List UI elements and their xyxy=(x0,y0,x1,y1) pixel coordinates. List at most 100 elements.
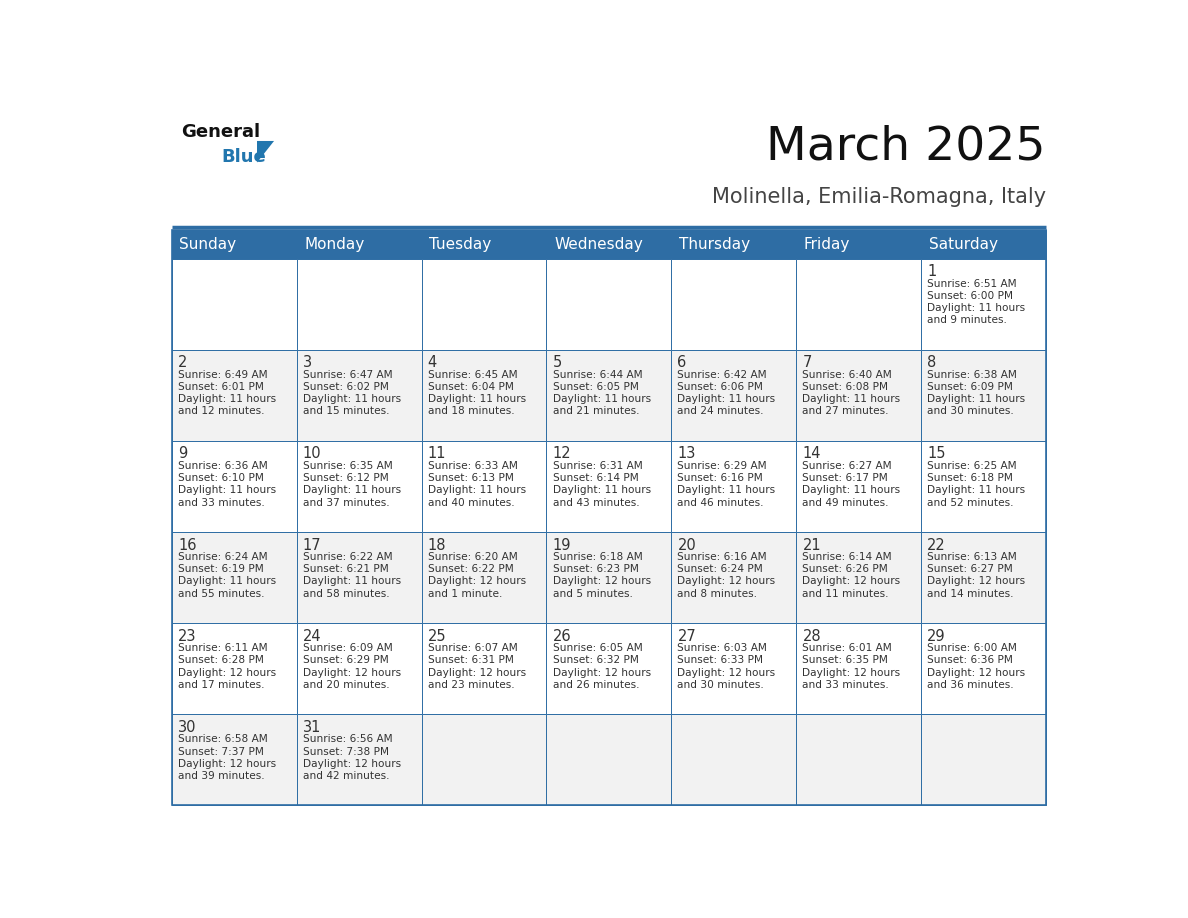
Text: Sunrise: 6:16 AM: Sunrise: 6:16 AM xyxy=(677,552,767,562)
Text: Sunset: 6:04 PM: Sunset: 6:04 PM xyxy=(428,382,513,392)
Bar xyxy=(796,714,921,805)
Text: Sunset: 6:31 PM: Sunset: 6:31 PM xyxy=(428,655,513,666)
Text: Daylight: 11 hours: Daylight: 11 hours xyxy=(552,394,651,404)
Text: 5: 5 xyxy=(552,355,562,370)
Text: Sunset: 6:13 PM: Sunset: 6:13 PM xyxy=(428,473,513,483)
Text: Daylight: 12 hours: Daylight: 12 hours xyxy=(677,577,776,587)
Bar xyxy=(921,259,1045,350)
Text: 29: 29 xyxy=(928,629,946,644)
Text: and 42 minutes.: and 42 minutes. xyxy=(303,771,390,781)
Text: Sunrise: 6:20 AM: Sunrise: 6:20 AM xyxy=(428,552,518,562)
Text: Daylight: 11 hours: Daylight: 11 hours xyxy=(928,303,1025,313)
Bar xyxy=(671,441,796,532)
Bar xyxy=(921,714,1045,805)
Text: Sunrise: 6:42 AM: Sunrise: 6:42 AM xyxy=(677,370,767,380)
Text: 8: 8 xyxy=(928,355,936,370)
Text: Sunrise: 6:03 AM: Sunrise: 6:03 AM xyxy=(677,644,767,654)
Text: March 2025: March 2025 xyxy=(766,124,1045,169)
Text: Daylight: 11 hours: Daylight: 11 hours xyxy=(552,486,651,496)
Bar xyxy=(297,230,422,259)
Text: Sunset: 6:01 PM: Sunset: 6:01 PM xyxy=(178,382,264,392)
Text: 27: 27 xyxy=(677,629,696,644)
Text: and 12 minutes.: and 12 minutes. xyxy=(178,407,265,417)
Text: Sunrise: 6:22 AM: Sunrise: 6:22 AM xyxy=(303,552,392,562)
Text: and 15 minutes.: and 15 minutes. xyxy=(303,407,390,417)
Bar xyxy=(172,350,297,441)
Text: Daylight: 11 hours: Daylight: 11 hours xyxy=(178,577,276,587)
Text: Sunday: Sunday xyxy=(179,237,236,252)
Text: 15: 15 xyxy=(928,446,946,462)
Text: and 37 minutes.: and 37 minutes. xyxy=(303,498,390,508)
Text: 19: 19 xyxy=(552,538,571,553)
Bar xyxy=(546,230,671,259)
Bar xyxy=(796,259,921,350)
Bar xyxy=(671,230,796,259)
Text: Sunrise: 6:18 AM: Sunrise: 6:18 AM xyxy=(552,552,643,562)
Text: Daylight: 12 hours: Daylight: 12 hours xyxy=(428,667,526,677)
Text: Sunrise: 6:51 AM: Sunrise: 6:51 AM xyxy=(928,279,1017,289)
Text: Daylight: 11 hours: Daylight: 11 hours xyxy=(178,394,276,404)
Text: and 5 minutes.: and 5 minutes. xyxy=(552,588,632,599)
Text: Sunset: 6:09 PM: Sunset: 6:09 PM xyxy=(928,382,1013,392)
Text: Sunset: 6:32 PM: Sunset: 6:32 PM xyxy=(552,655,638,666)
Text: Daylight: 12 hours: Daylight: 12 hours xyxy=(802,667,901,677)
Bar xyxy=(546,623,671,714)
Bar xyxy=(297,350,422,441)
Bar xyxy=(297,532,422,623)
Text: General: General xyxy=(181,123,260,141)
Text: 23: 23 xyxy=(178,629,196,644)
Bar xyxy=(796,441,921,532)
Text: 4: 4 xyxy=(428,355,437,370)
Text: and 49 minutes.: and 49 minutes. xyxy=(802,498,889,508)
Bar xyxy=(422,350,546,441)
Text: Daylight: 11 hours: Daylight: 11 hours xyxy=(928,394,1025,404)
Text: Sunset: 6:10 PM: Sunset: 6:10 PM xyxy=(178,473,264,483)
Text: Daylight: 12 hours: Daylight: 12 hours xyxy=(303,758,402,768)
Text: Sunset: 6:33 PM: Sunset: 6:33 PM xyxy=(677,655,764,666)
Text: Sunset: 6:00 PM: Sunset: 6:00 PM xyxy=(928,291,1013,301)
Text: Sunset: 6:02 PM: Sunset: 6:02 PM xyxy=(303,382,388,392)
Bar xyxy=(671,350,796,441)
Bar xyxy=(297,623,422,714)
Text: and 36 minutes.: and 36 minutes. xyxy=(928,679,1013,689)
Bar xyxy=(796,623,921,714)
Text: Sunset: 6:35 PM: Sunset: 6:35 PM xyxy=(802,655,889,666)
Bar xyxy=(172,532,297,623)
Text: Wednesday: Wednesday xyxy=(554,237,643,252)
Text: Sunrise: 6:24 AM: Sunrise: 6:24 AM xyxy=(178,552,267,562)
Text: 11: 11 xyxy=(428,446,447,462)
Text: 28: 28 xyxy=(802,629,821,644)
Bar xyxy=(671,623,796,714)
Text: Sunset: 6:22 PM: Sunset: 6:22 PM xyxy=(428,565,513,575)
Text: Sunrise: 6:27 AM: Sunrise: 6:27 AM xyxy=(802,461,892,471)
Text: Daylight: 11 hours: Daylight: 11 hours xyxy=(303,577,402,587)
Text: Sunrise: 6:00 AM: Sunrise: 6:00 AM xyxy=(928,644,1017,654)
Bar xyxy=(796,230,921,259)
Bar xyxy=(546,350,671,441)
Text: and 9 minutes.: and 9 minutes. xyxy=(928,315,1007,325)
Text: Daylight: 12 hours: Daylight: 12 hours xyxy=(178,667,276,677)
Text: Daylight: 12 hours: Daylight: 12 hours xyxy=(303,667,402,677)
Text: Daylight: 11 hours: Daylight: 11 hours xyxy=(677,394,776,404)
Bar xyxy=(172,230,1045,805)
Text: Sunset: 7:37 PM: Sunset: 7:37 PM xyxy=(178,746,264,756)
Text: 7: 7 xyxy=(802,355,811,370)
Text: and 27 minutes.: and 27 minutes. xyxy=(802,407,889,417)
Bar xyxy=(921,623,1045,714)
Text: Sunset: 6:19 PM: Sunset: 6:19 PM xyxy=(178,565,264,575)
Text: Daylight: 12 hours: Daylight: 12 hours xyxy=(552,577,651,587)
Text: 24: 24 xyxy=(303,629,322,644)
Text: Tuesday: Tuesday xyxy=(429,237,492,252)
Text: Sunrise: 6:01 AM: Sunrise: 6:01 AM xyxy=(802,644,892,654)
Text: Sunrise: 6:29 AM: Sunrise: 6:29 AM xyxy=(677,461,767,471)
Text: and 24 minutes.: and 24 minutes. xyxy=(677,407,764,417)
Text: and 39 minutes.: and 39 minutes. xyxy=(178,771,265,781)
Text: and 14 minutes.: and 14 minutes. xyxy=(928,588,1013,599)
Text: and 23 minutes.: and 23 minutes. xyxy=(428,679,514,689)
Text: Sunrise: 6:14 AM: Sunrise: 6:14 AM xyxy=(802,552,892,562)
Bar xyxy=(297,259,422,350)
Text: and 43 minutes.: and 43 minutes. xyxy=(552,498,639,508)
Text: Daylight: 11 hours: Daylight: 11 hours xyxy=(677,486,776,496)
Text: 31: 31 xyxy=(303,720,321,734)
Bar xyxy=(172,441,297,532)
